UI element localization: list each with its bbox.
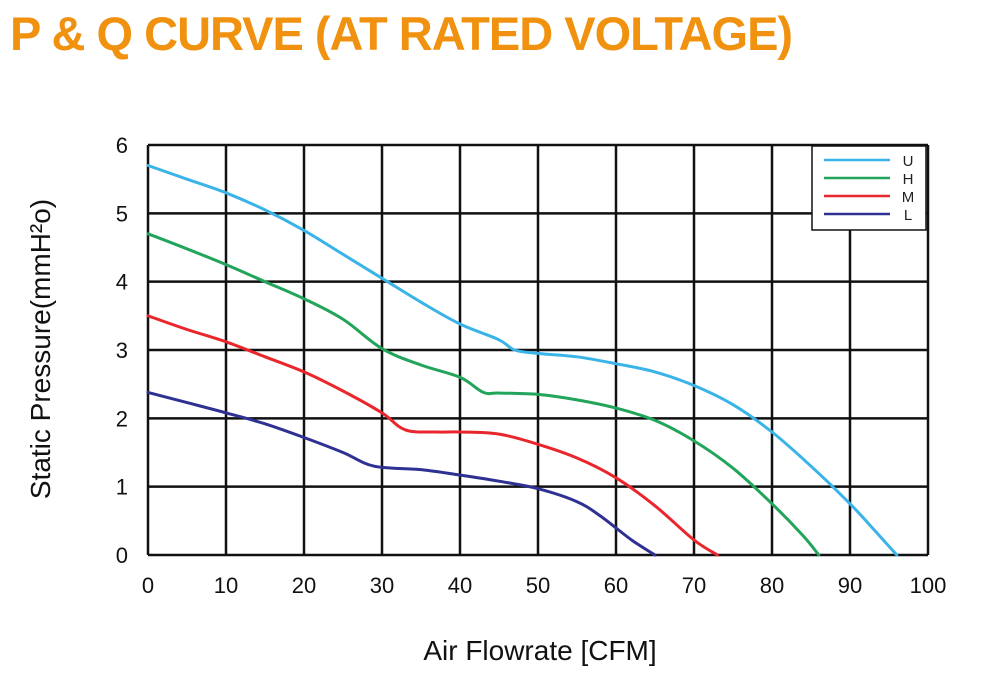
x-tick-label: 30 <box>370 573 394 598</box>
y-tick-label: 6 <box>116 133 128 158</box>
x-tick-label: 10 <box>214 573 238 598</box>
legend-label: H <box>903 171 914 188</box>
series-line-h <box>146 232 821 557</box>
series-line-l <box>146 390 657 557</box>
x-tick-label: 20 <box>292 573 316 598</box>
series-line-m <box>146 314 719 557</box>
tick-labels: 0 10 20 30 40 50 60 70 80 90 100 0 1 2 3 4 5 6 <box>116 133 947 598</box>
x-tick-label: 100 <box>910 573 947 598</box>
x-tick-label: 50 <box>526 573 550 598</box>
x-tick-label: 60 <box>604 573 628 598</box>
series-lines <box>146 164 899 557</box>
y-tick-label: 0 <box>116 543 128 568</box>
x-tick-label: 80 <box>760 573 784 598</box>
series-line-u <box>146 164 899 557</box>
legend-label: L <box>904 207 912 224</box>
y-tick-label: 4 <box>116 270 128 295</box>
x-tick-label: 90 <box>838 573 862 598</box>
grid <box>146 143 930 557</box>
x-axis-label: Air Flowrate [CFM] <box>423 635 656 666</box>
y-tick-label: 3 <box>116 338 128 363</box>
x-tick-label: 70 <box>682 573 706 598</box>
legend-label: M <box>902 189 915 206</box>
y-tick-label: 5 <box>116 201 128 226</box>
chart-title: P & Q CURVE (AT RATED VOLTAGE) <box>10 7 793 60</box>
legend-label: U <box>903 153 914 170</box>
y-axis-label: Static Pressure(mmH²o) <box>25 199 56 499</box>
x-tick-label: 40 <box>448 573 472 598</box>
x-tick-label: 0 <box>142 573 154 598</box>
y-tick-label: 1 <box>116 475 128 500</box>
y-tick-label: 2 <box>116 406 128 431</box>
